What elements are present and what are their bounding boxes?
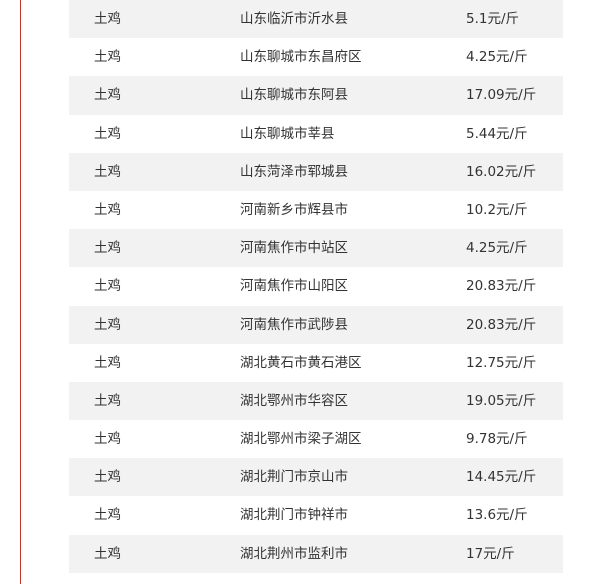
product-cell: 土鸡 [94, 201, 121, 218]
price-cell: 5.1元/斤 [466, 11, 520, 27]
region-cell: 河南焦作市中站区 [240, 240, 348, 257]
table-row: 土鸡 山东临沂市沂水县 5.1元/斤 [69, 0, 563, 39]
table-row: 土鸡 河南焦作市中站区 4.25元/斤 [69, 229, 563, 268]
region-cell: 湖北荆门市钟祥市 [240, 507, 348, 524]
price-table: 土鸡 山东临沂市沂水县 5.1元/斤 土鸡 山东聊城市东昌府区 4.25元/斤 土鸡 山东聊城… [69, 0, 563, 573]
product-cell: 土鸡 [94, 163, 121, 180]
price-cell: 10.2元/斤 [466, 201, 528, 218]
region-cell: 湖北鄂州市华容区 [240, 392, 348, 409]
table-row: 土鸡 河南焦作市山阳区 20.83元/斤 [69, 267, 563, 305]
region-cell: 湖北鄂州市梁子湖区 [240, 431, 362, 448]
price-cell: 20.83元/斤 [466, 316, 537, 333]
price-cell: 19.05元/斤 [466, 392, 537, 409]
price-cell: 5.44元/斤 [466, 125, 528, 142]
price-cell: 9.78元/斤 [466, 431, 528, 448]
table-row: 土鸡 湖北鄂州市梁子湖区 9.78元/斤 [69, 420, 563, 458]
region-cell: 山东临沂市沂水县 [240, 11, 348, 27]
table-row: 土鸡 河南焦作市武陟县 20.83元/斤 [69, 305, 563, 344]
region-cell: 河南焦作市武陟县 [240, 316, 348, 333]
table-row: 土鸡 湖北荆州市监利市 17元/斤 [69, 534, 563, 573]
product-cell: 土鸡 [94, 316, 121, 333]
product-cell: 土鸡 [94, 87, 121, 104]
product-cell: 土鸡 [94, 469, 121, 486]
table-row: 土鸡 湖北鄂州市华容区 19.05元/斤 [69, 381, 563, 421]
price-cell: 4.25元/斤 [466, 240, 528, 257]
price-cell: 20.83元/斤 [466, 278, 537, 295]
region-cell: 湖北荆门市京山市 [240, 469, 348, 486]
region-cell: 山东菏泽市郓城县 [240, 163, 348, 180]
region-cell: 山东聊城市东阿县 [240, 87, 348, 104]
product-cell: 土鸡 [94, 431, 121, 448]
price-cell: 16.02元/斤 [466, 163, 537, 180]
product-cell: 土鸡 [94, 545, 121, 562]
region-cell: 河南新乡市辉县市 [240, 201, 348, 218]
product-cell: 土鸡 [94, 240, 121, 257]
table-row: 土鸡 湖北荆门市京山市 14.45元/斤 [69, 458, 563, 497]
region-cell: 山东聊城市莘县 [240, 125, 335, 142]
price-cell: 12.75元/斤 [466, 354, 537, 371]
price-cell: 17元/斤 [466, 545, 515, 562]
region-cell: 山东聊城市东昌府区 [240, 49, 362, 66]
table-row: 土鸡 湖北荆门市钟祥市 13.6元/斤 [69, 496, 563, 534]
table-row: 土鸡 山东聊城市东阿县 17.09元/斤 [69, 76, 563, 115]
table-row: 土鸡 河南新乡市辉县市 10.2元/斤 [69, 191, 563, 229]
table-row: 土鸡 山东菏泽市郓城县 16.02元/斤 [69, 152, 563, 191]
product-cell: 土鸡 [94, 125, 121, 142]
product-cell: 土鸡 [94, 278, 121, 295]
left-border [20, 0, 21, 584]
product-cell: 土鸡 [94, 392, 121, 409]
region-cell: 河南焦作市山阳区 [240, 278, 348, 295]
price-cell: 14.45元/斤 [466, 469, 537, 486]
product-cell: 土鸡 [94, 11, 121, 27]
product-cell: 土鸡 [94, 507, 121, 524]
price-cell: 17.09元/斤 [466, 87, 537, 104]
price-cell: 4.25元/斤 [466, 49, 528, 66]
product-cell: 土鸡 [94, 354, 121, 371]
product-cell: 土鸡 [94, 49, 121, 66]
region-cell: 湖北荆州市监利市 [240, 545, 348, 562]
price-cell: 13.6元/斤 [466, 507, 528, 524]
table-row: 土鸡 湖北黄石市黄石港区 12.75元/斤 [69, 344, 563, 382]
table-row: 土鸡 山东聊城市东昌府区 4.25元/斤 [69, 38, 563, 76]
table-row: 土鸡 山东聊城市莘县 5.44元/斤 [69, 115, 563, 153]
region-cell: 湖北黄石市黄石港区 [240, 354, 362, 371]
